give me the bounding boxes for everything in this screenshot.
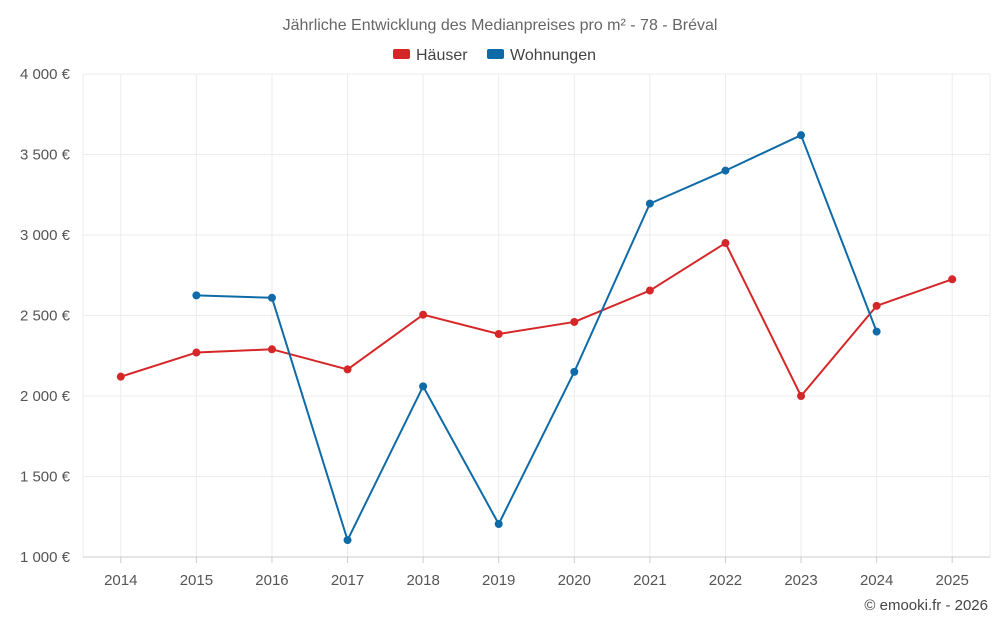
series-wohnungen [192,131,881,545]
data-point-haeuser[interactable] [343,365,352,374]
y-tick-label: 1 500 € [20,469,71,486]
legend-label-wohnungen: Wohnungen [510,47,596,64]
chart-title: Jährliche Entwicklung des Medianpreises … [283,17,718,34]
x-axis: 2014 2015 2016 2017 2018 2019 2020 2021 2022 2023… [83,556,990,589]
data-point-wohnungen[interactable] [570,367,579,376]
data-point-haeuser[interactable] [267,345,276,354]
data-point-wohnungen[interactable] [343,536,352,545]
data-point-wohnungen[interactable] [721,166,730,175]
x-tick-label: 2023 [784,572,817,589]
gridlines [82,73,991,558]
data-point-wohnungen[interactable] [192,291,201,300]
x-tick-label: 2018 [406,572,439,589]
x-tick-label: 2019 [482,572,515,589]
legend-item-wohnungen[interactable]: Wohnungen [487,47,596,64]
y-tick-label: 1 000 € [20,549,71,566]
legend-item-haeuser[interactable]: Häuser [393,47,468,64]
x-tick-label: 2016 [255,572,288,589]
data-point-wohnungen[interactable] [872,327,881,336]
legend-swatch-wohnungen [487,49,504,59]
y-tick-label: 2 000 € [20,388,71,405]
y-tick-label: 3 500 € [20,147,71,164]
series-line-wohnungen [196,134,878,542]
x-tick-label: 2015 [180,572,213,589]
data-point-haeuser[interactable] [116,372,125,381]
data-point-haeuser[interactable] [192,348,201,357]
x-tick-label: 2021 [633,572,666,589]
x-tick-label: 2014 [104,572,137,589]
legend-swatch-haeuser [393,49,410,59]
series [116,131,957,545]
y-tick-label: 2 500 € [20,308,71,325]
data-point-haeuser[interactable] [419,310,428,319]
data-point-haeuser[interactable] [721,239,730,248]
legend-label-haeuser: Häuser [416,47,468,64]
data-point-wohnungen[interactable] [419,382,428,391]
x-tick-label: 2025 [936,572,969,589]
data-point-haeuser[interactable] [645,286,654,295]
data-point-haeuser[interactable] [948,275,957,284]
data-point-wohnungen[interactable] [645,199,654,208]
series-haeuser [116,239,957,400]
data-point-haeuser[interactable] [494,330,503,339]
x-tick-label: 2017 [331,572,364,589]
x-tick-label: 2020 [558,572,591,589]
series-line-haeuser [120,242,953,397]
data-point-haeuser[interactable] [570,317,579,326]
y-axis: 1 000 € 1 500 € 2 000 € 2 500 € 3 000 € 3 500… [20,66,71,566]
y-tick-label: 4 000 € [20,66,71,83]
x-tick-label: 2022 [709,572,742,589]
legend: Häuser Wohnungen [393,47,596,64]
data-point-haeuser[interactable] [872,301,881,310]
data-point-haeuser[interactable] [797,392,806,400]
y-tick-label: 3 000 € [20,227,71,244]
x-tick-label: 2024 [860,572,893,589]
data-point-wohnungen[interactable] [267,293,276,302]
chart-credit: © emooki.fr - 2026 [864,597,988,614]
data-point-wohnungen[interactable] [797,131,806,140]
data-point-wohnungen[interactable] [494,519,503,528]
